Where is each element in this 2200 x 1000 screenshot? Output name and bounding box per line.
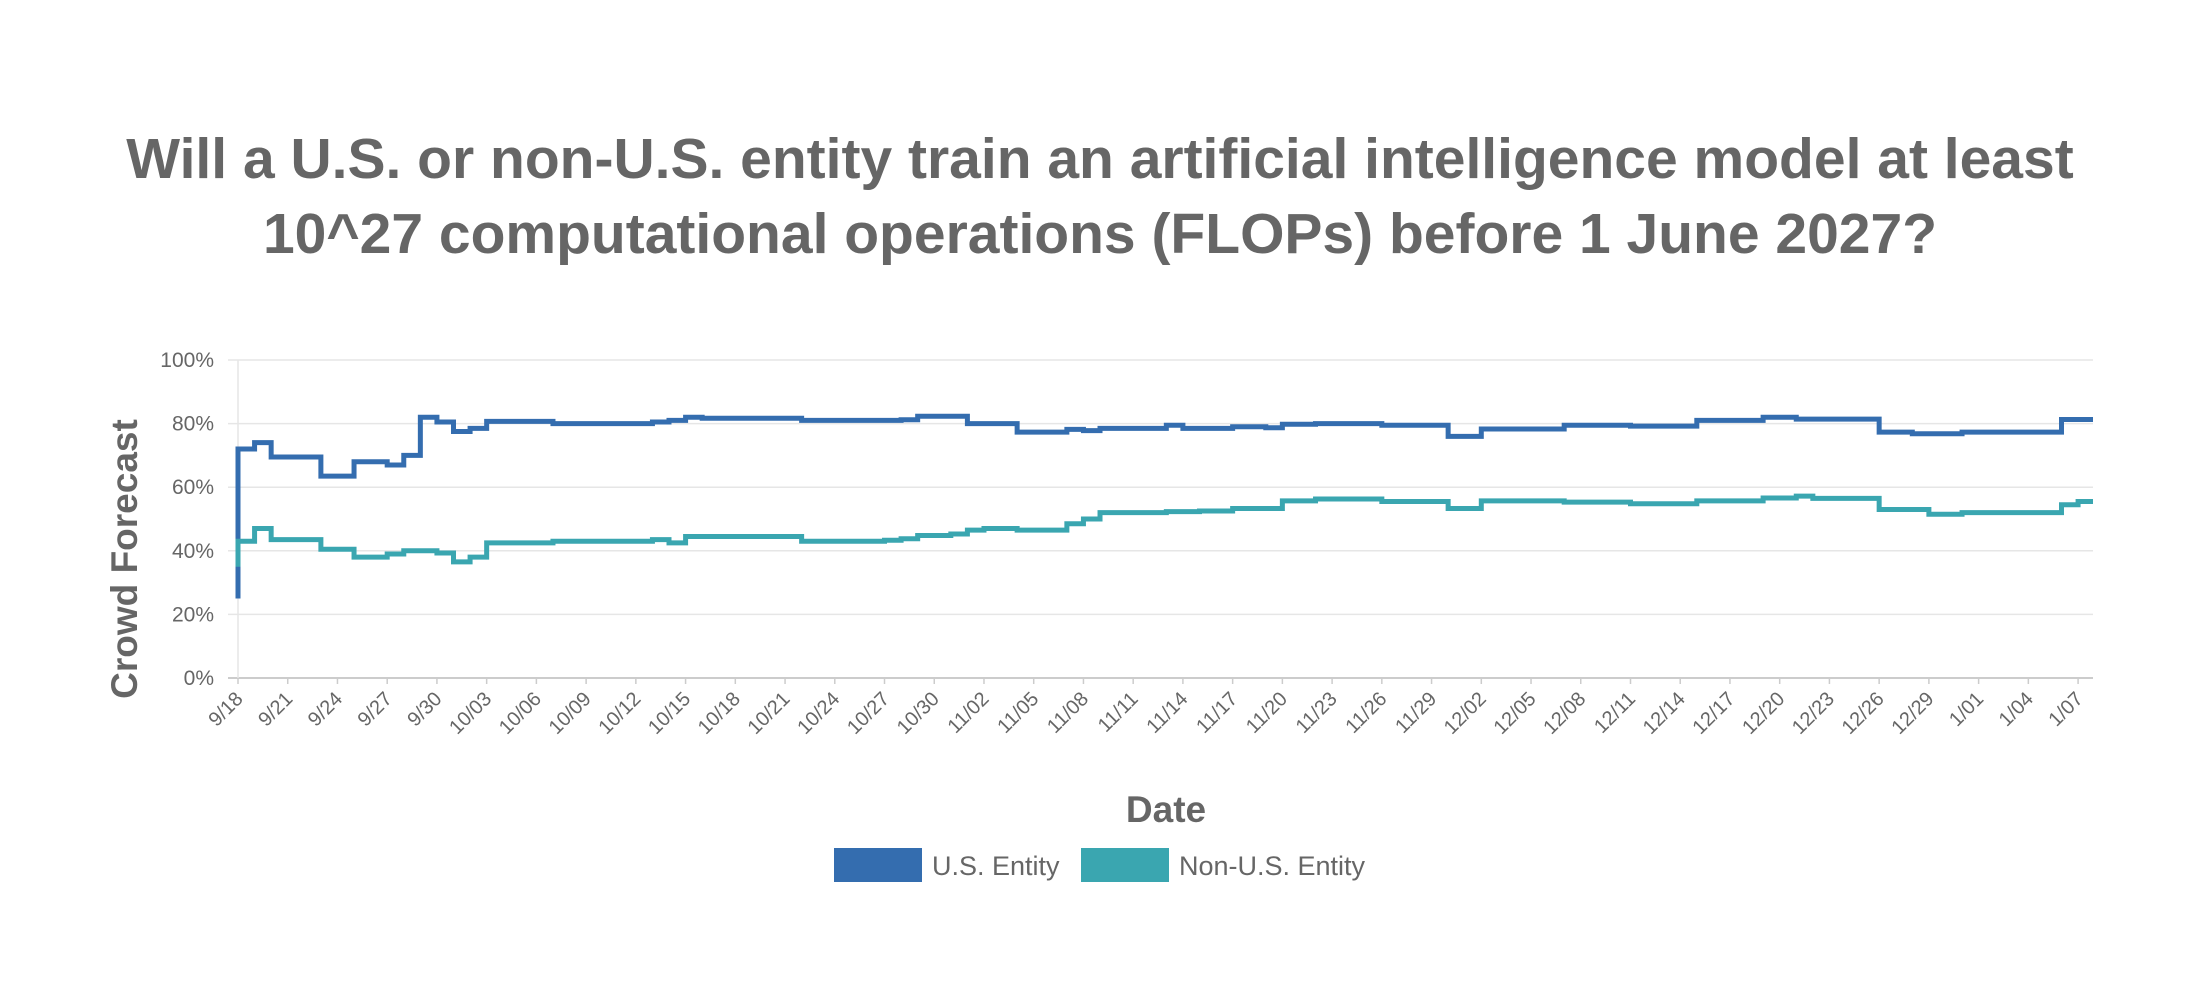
x-tick-label: 12/20	[1738, 688, 1789, 739]
legend-swatch[interactable]	[1081, 848, 1169, 882]
series-line-1	[235, 493, 2093, 567]
x-tick-label: 12/23	[1788, 688, 1839, 739]
x-tick-label: 10/24	[793, 688, 844, 739]
chart-title: Will a U.S. or non-U.S. entity train an …	[126, 127, 2074, 266]
legend-swatch[interactable]	[834, 848, 922, 882]
x-tick-label: 12/17	[1689, 688, 1740, 739]
x-tick-label: 12/29	[1887, 688, 1938, 739]
x-tick-label: 12/11	[1590, 688, 1640, 738]
x-tick-label: 1/07	[2045, 688, 2088, 731]
x-tick-label: 11/20	[1242, 688, 1292, 738]
x-tick-label: 9/21	[254, 688, 297, 731]
x-tick-label: 11/29	[1391, 688, 1441, 738]
x-tick-label: 9/30	[403, 688, 446, 731]
x-tick-label: 10/15	[644, 688, 695, 739]
x-tick-label: 12/08	[1539, 688, 1590, 739]
x-tick-label: 1/01	[1945, 688, 1988, 731]
x-tick-label: 11/26	[1341, 688, 1391, 738]
y-tick-label: 80%	[172, 413, 214, 436]
x-tick-label: 11/17	[1192, 688, 1242, 738]
x-tick-label: 11/05	[993, 688, 1043, 738]
x-tick-label: 1/04	[1995, 688, 2038, 731]
x-tick-label: 11/23	[1292, 688, 1342, 738]
y-tick-label: 0%	[184, 667, 214, 690]
y-tick-label: 40%	[172, 540, 214, 563]
x-tick-label: 10/21	[744, 688, 795, 739]
series-line-0	[235, 413, 2093, 599]
x-tick-label: 10/09	[545, 688, 596, 739]
x-tick-label: 10/27	[843, 688, 894, 739]
y-tick-label: 100%	[160, 349, 214, 372]
x-tick-label: 10/03	[445, 688, 496, 739]
x-tick-label: 12/26	[1838, 688, 1889, 739]
y-axis-title: Crowd Forecast	[104, 419, 145, 699]
legend-label[interactable]: Non-U.S. Entity	[1179, 851, 1366, 881]
legend-label[interactable]: U.S. Entity	[932, 851, 1060, 881]
x-tick-label: 10/12	[594, 688, 645, 739]
x-tick-label: 12/05	[1490, 688, 1541, 739]
x-tick-label: 11/02	[944, 688, 994, 738]
x-tick-label: 10/06	[495, 688, 546, 739]
x-axis-title: Date	[1126, 789, 1206, 830]
x-tick-label: 11/08	[1043, 688, 1093, 738]
x-tick-label: 10/18	[694, 688, 745, 739]
x-tick-label: 12/02	[1440, 688, 1491, 739]
x-tick-label: 11/14	[1143, 688, 1193, 738]
y-tick-label: 60%	[172, 476, 214, 499]
y-tick-label: 20%	[172, 603, 214, 626]
x-tick-label: 9/27	[354, 688, 397, 731]
x-tick-label: 11/11	[1094, 688, 1143, 737]
x-tick-label: 10/30	[893, 688, 944, 739]
x-tick-label: 12/14	[1639, 688, 1690, 739]
x-tick-label: 9/24	[304, 688, 347, 731]
x-tick-label: 9/18	[204, 688, 247, 731]
